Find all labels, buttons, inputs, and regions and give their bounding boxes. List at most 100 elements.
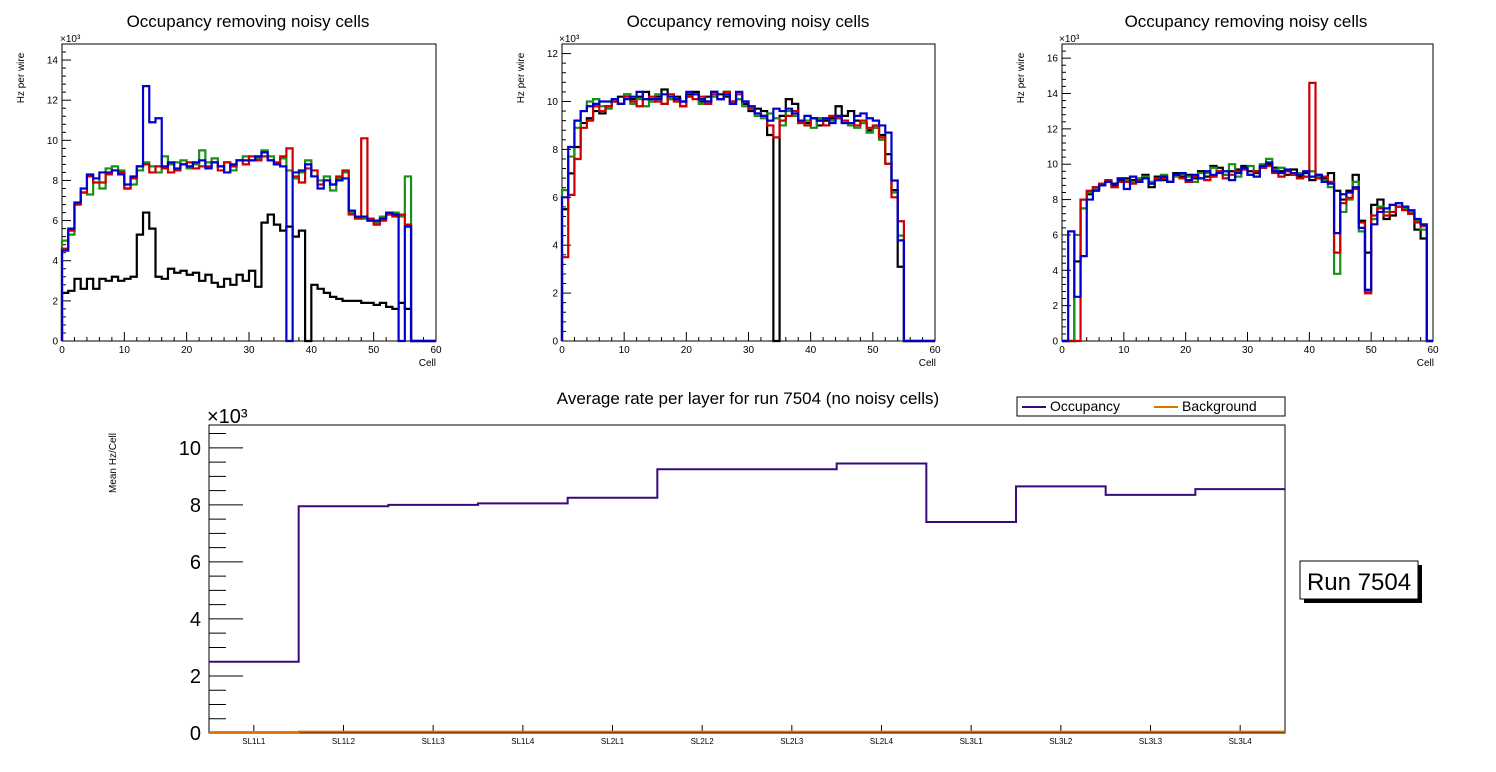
- x-tick-label: 50: [1366, 345, 1378, 356]
- x-tick-label: 0: [59, 345, 65, 356]
- category-label: SL3L1: [960, 737, 984, 746]
- y-tick-label: 12: [47, 96, 59, 107]
- chart-title-summary: Average rate per layer for run 7504 (no …: [557, 389, 939, 408]
- series-background: [209, 730, 1285, 734]
- x-tick-label: 30: [1242, 345, 1254, 356]
- y-tick-label: 0: [52, 337, 58, 348]
- y-tick-label: 6: [190, 552, 201, 574]
- y-tick-label: 16: [1047, 54, 1059, 65]
- category-label: SL2L2: [691, 737, 715, 746]
- y-tick-label: 2: [52, 296, 58, 307]
- y-tick-label: 10: [179, 438, 201, 460]
- category-label: SL1L2: [332, 737, 356, 746]
- y-tick-label: 2: [190, 666, 201, 688]
- x-tick-label: 50: [368, 345, 380, 356]
- x-tick-label: 20: [1180, 345, 1192, 356]
- y-tick-label: 8: [52, 176, 58, 187]
- x-tick-label: 50: [867, 345, 879, 356]
- y-axis-label-summary: Mean Hz/Cell: [108, 433, 119, 493]
- category-label: SL2L3: [780, 737, 804, 746]
- category-label: SL2L1: [601, 737, 625, 746]
- y-tick-label: 0: [190, 723, 201, 745]
- y-tick-label: 14: [47, 56, 59, 67]
- y-axis-label-1: Hz per wire: [16, 52, 27, 103]
- x-tick-label: 0: [559, 345, 565, 356]
- series-green: [60, 149, 436, 343]
- y-tick-label: 6: [1052, 230, 1058, 241]
- y-tick-label: 2: [1052, 301, 1058, 312]
- y-tick-label: 4: [1052, 266, 1058, 277]
- x-tick-label: 10: [619, 345, 631, 356]
- x-tick-label: 10: [119, 345, 131, 356]
- y-tick-label: 8: [190, 495, 201, 517]
- y-tick-label: 8: [552, 145, 558, 156]
- plot-frame: [61, 43, 437, 342]
- y-axis-label-3: Hz per wire: [1016, 52, 1027, 103]
- y-multiplier-2: ×10³: [559, 34, 580, 45]
- y-multiplier-1: ×10³: [60, 34, 81, 45]
- series-black: [60, 211, 436, 343]
- chart-panel-1: Occupancy removing noisy cells Hz per wi…: [16, 12, 442, 369]
- chart-title-2: Occupancy removing noisy cells: [627, 12, 870, 31]
- y-tick-label: 12: [1047, 124, 1059, 135]
- y-tick-label: 0: [552, 337, 558, 348]
- series-blue: [1062, 161, 1433, 343]
- y-multiplier-summary: ×10³: [207, 406, 248, 428]
- y-tick-label: 0: [1052, 337, 1058, 348]
- category-label: SL1L1: [242, 737, 266, 746]
- x-tick-label: 0: [1059, 345, 1065, 356]
- y-tick-label: 4: [552, 241, 558, 252]
- y-axis-label-2: Hz per wire: [516, 52, 527, 103]
- y-tick-label: 4: [52, 256, 58, 267]
- x-tick-label: 20: [681, 345, 693, 356]
- chart-title-3: Occupancy removing noisy cells: [1125, 12, 1368, 31]
- category-label: SL1L4: [511, 737, 535, 746]
- category-label: SL3L4: [1229, 737, 1253, 746]
- y-tick-label: 6: [52, 216, 58, 227]
- series-occupancy: [209, 462, 1285, 663]
- series-black: [1062, 163, 1433, 343]
- category-label: SL3L2: [1049, 737, 1073, 746]
- plot-frame: [561, 43, 936, 342]
- plot-frame: [1061, 43, 1434, 342]
- chart-panel-3: Occupancy removing noisy cells Hz per wi…: [1016, 12, 1439, 369]
- plot-frame-summary: [208, 424, 1286, 734]
- y-tick-label: 2: [552, 289, 558, 300]
- x-tick-label: 40: [1304, 345, 1316, 356]
- category-label: SL2L4: [870, 737, 894, 746]
- category-label: SL3L3: [1139, 737, 1163, 746]
- chart-title-1: Occupancy removing noisy cells: [127, 12, 370, 31]
- series-blue: [560, 90, 935, 343]
- x-tick-label: 60: [430, 345, 442, 356]
- x-tick-label: 60: [1427, 345, 1439, 356]
- y-tick-label: 10: [547, 97, 559, 108]
- x-axis-label-2: Cell: [919, 358, 936, 369]
- x-tick-label: 20: [181, 345, 193, 356]
- y-tick-label: 10: [1047, 160, 1059, 171]
- x-tick-label: 40: [306, 345, 318, 356]
- chart-panel-2: Occupancy removing noisy cells Hz per wi…: [516, 12, 941, 369]
- run-label-box: [1299, 560, 1419, 600]
- x-tick-label: 30: [743, 345, 755, 356]
- y-tick-label: 10: [47, 136, 59, 147]
- y-multiplier-3: ×10³: [1059, 34, 1080, 45]
- legend-box: [1016, 396, 1286, 417]
- x-tick-label: 60: [929, 345, 941, 356]
- x-tick-label: 40: [805, 345, 817, 356]
- x-tick-label: 30: [243, 345, 255, 356]
- x-axis-label-1: Cell: [419, 358, 436, 369]
- series-red: [560, 90, 935, 343]
- x-axis-label-3: Cell: [1417, 358, 1434, 369]
- y-tick-label: 4: [190, 609, 201, 631]
- y-tick-label: 6: [552, 193, 558, 204]
- y-tick-label: 14: [1047, 89, 1059, 100]
- x-tick-label: 10: [1118, 345, 1130, 356]
- legend-label-occupancy: Occupancy: [1050, 398, 1120, 414]
- y-tick-label: 8: [1052, 195, 1058, 206]
- chart-panel-summary: Average rate per layer for run 7504 (no …: [108, 389, 1422, 746]
- run-label: Run 7504: [1307, 569, 1411, 596]
- y-tick-label: 12: [547, 49, 559, 60]
- legend-label-background: Background: [1182, 398, 1257, 414]
- series-blue: [60, 85, 436, 343]
